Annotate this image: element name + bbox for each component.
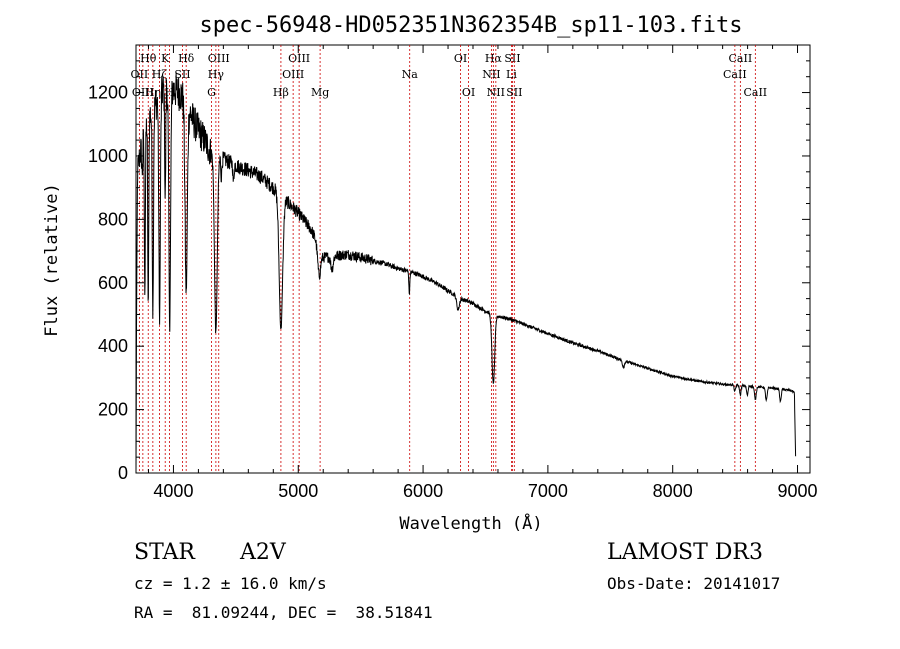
x-tick-label: 9000 [777,481,817,501]
line-marker-label: OIII [282,68,304,81]
line-marker-label: K [161,52,170,65]
x-tick-label: 5000 [278,481,318,501]
line-marker-label: OII [131,68,149,81]
line-marker-label: Hθ [140,52,157,65]
line-marker-label: OIII [208,52,230,65]
emission-line-markers: OIIOIIIHθHηHζKSIIHHδGOIIIHγHβOIIIOIIIMgN… [131,45,767,473]
line-marker-label: OIII [288,52,310,65]
plot-frame [135,44,811,474]
coordinates: RA = 81.09244, DEC = 38.51841 [134,603,433,622]
line-marker-label: Mg [311,86,329,99]
object-class: STAR [134,540,195,565]
axis-ticks: 4000 5000 6000 7000 8000 9000 0 200 400 600 800 100… [88,44,818,501]
y-tick-label: 1200 [88,83,128,103]
line-marker-label: OI [462,86,475,99]
x-tick-label: 7000 [528,481,568,501]
y-tick-label: 0 [118,463,128,483]
line-marker-label: SII [504,52,520,65]
y-tick-label: 800 [98,209,128,229]
line-marker-label: Hα [485,52,503,65]
obs-date: Obs-Date: 20141017 [607,574,781,593]
y-tick-label: 600 [98,273,128,293]
line-marker-label: OI [454,52,467,65]
chart-title: spec-56948-HD052351N362354B_sp11-103.fit… [199,13,742,38]
x-tick-label: 8000 [653,481,693,501]
line-marker-label: CaII [723,68,747,81]
survey-name: LAMOST DR3 [607,540,763,565]
spectrum-chart: OIIOIIIHθHηHζKSIIHHδGOIIIHγHβOIIIOIIIMgN… [42,13,818,534]
line-marker-label: G [207,86,216,99]
y-tick-label: 400 [98,336,128,356]
y-tick-label: 200 [98,400,128,420]
x-tick-label: 6000 [403,481,443,501]
spectral-subclass: A2V [240,540,286,565]
line-marker-label: Hβ [273,86,289,99]
line-marker-label: H [165,86,175,99]
line-marker-label: SII [506,86,522,99]
line-marker-label: CaII [743,86,767,99]
line-marker-label: NII [487,86,505,99]
line-marker-label: Hδ [178,52,195,65]
x-axis-label: Wavelength (Å) [399,512,542,534]
line-marker-label: CaII [729,52,753,65]
redshift-readout: cz = 1.2 ± 16.0 km/s [134,574,327,593]
line-marker-label: NII [482,68,500,81]
line-marker-label: Na [402,68,419,81]
line-marker-label: Li [506,68,517,81]
line-marker-label: Hγ [208,68,225,81]
x-tick-label: 4000 [153,481,193,501]
line-marker-label: Hη [145,86,161,99]
y-tick-label: 1000 [88,146,128,166]
y-axis-label: Flux (relative) [42,183,62,337]
spectrum-line [135,72,797,474]
